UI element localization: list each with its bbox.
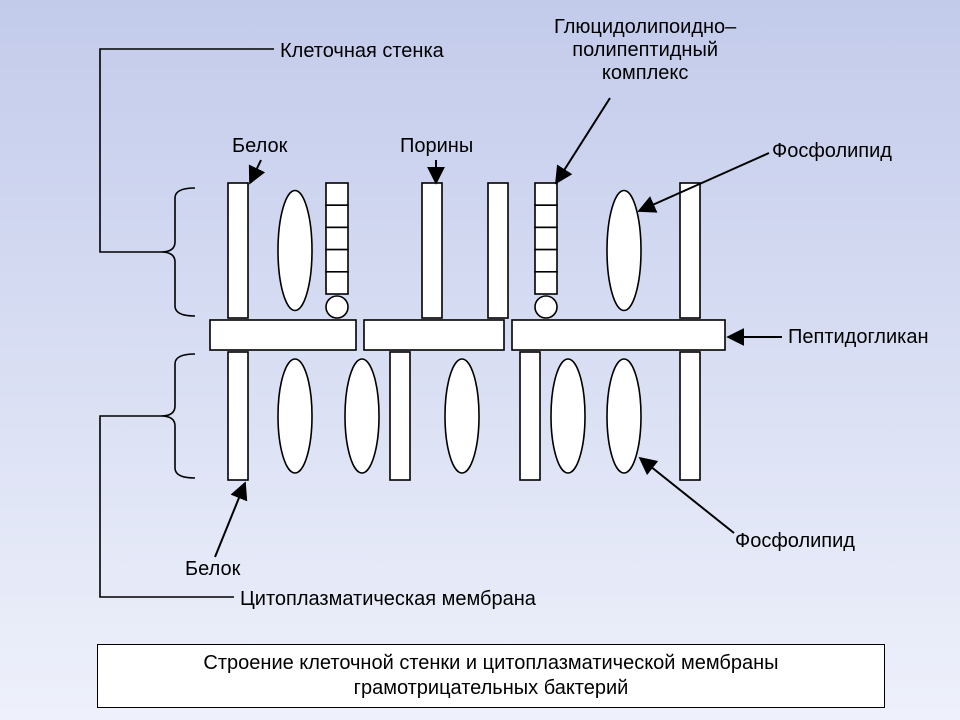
label-cell-wall: Клеточная стенка [280,40,444,63]
porin-cell [535,227,557,249]
porin-cell [535,250,557,272]
phospholipid [278,359,312,473]
peptidoglycan-segment [512,320,725,350]
porin-cell [535,205,557,227]
porin-base [535,296,557,318]
caption-line-2: грамотрицательных бактерий [108,676,874,701]
protein [228,352,248,480]
porin-cell [535,272,557,294]
porin-base [326,296,348,318]
phospholipid [551,359,585,473]
caption-box: Строение клеточной стенки и цитоплазмати… [97,644,885,708]
protein [390,352,410,480]
protein [680,183,700,318]
label-protein-bot: Белок [185,558,240,581]
label-phospholipid-bot: Фосфолипид [735,530,855,553]
protein [228,183,248,318]
protein [680,352,700,480]
peptidoglycan-segment [364,320,504,350]
porin-cell [326,183,348,205]
protein [488,183,508,318]
label-phospholipid-top: Фосфолипид [772,140,892,163]
peptidoglycan-segment [210,320,356,350]
porin-cell [326,250,348,272]
label-glp-complex: Глюцидолипоидно– полипептидный комплекс [554,16,736,85]
label-porins: Порины [400,135,473,158]
phospholipid [607,359,641,473]
phospholipid [607,191,641,311]
phospholipid [278,191,312,311]
label-protein-top: Белок [232,135,287,158]
porin-cell [326,205,348,227]
caption-line-1: Строение клеточной стенки и цитоплазмати… [108,651,874,676]
protein [422,183,442,318]
phospholipid [445,359,479,473]
porin-cell [326,272,348,294]
phospholipid [345,359,379,473]
porin-cell [326,227,348,249]
porin-cell [535,183,557,205]
protein [520,352,540,480]
label-cyto-membrane: Цитоплазматическая мембрана [240,588,536,611]
label-peptidoglycan: Пептидогликан [788,326,929,349]
